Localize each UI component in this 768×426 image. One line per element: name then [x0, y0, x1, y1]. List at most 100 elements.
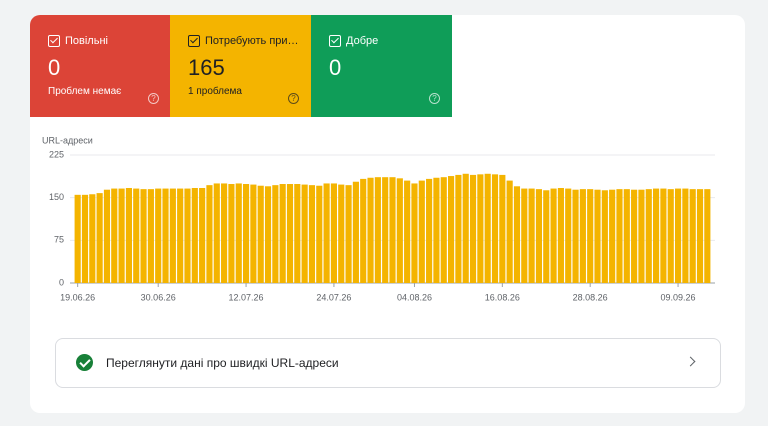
bar — [360, 178, 367, 283]
bar — [345, 185, 352, 283]
bar — [579, 189, 586, 283]
bar — [645, 189, 652, 283]
x-tick-label: 24.07.26 — [316, 292, 351, 302]
bar — [81, 194, 89, 283]
bar — [594, 189, 601, 283]
y-tick-label: 0 — [59, 277, 64, 287]
bar — [404, 180, 411, 283]
bar — [418, 180, 425, 283]
bar — [177, 188, 184, 283]
bar — [696, 189, 704, 283]
tile-needs-improvement[interactable]: Потребують при… 165 1 проблема ? — [170, 15, 311, 117]
bar — [125, 187, 132, 283]
bar — [272, 185, 279, 283]
bar — [572, 189, 579, 283]
bar — [316, 185, 323, 283]
x-tick-label: 12.07.26 — [229, 292, 264, 302]
bar — [660, 188, 667, 283]
bar — [499, 174, 506, 283]
bar — [96, 193, 103, 283]
bar — [133, 188, 140, 283]
checkbox[interactable] — [48, 35, 60, 47]
bar — [352, 181, 359, 283]
bar — [477, 174, 484, 283]
bar — [667, 189, 674, 283]
x-tick-label: 16.08.26 — [485, 292, 520, 302]
bar — [689, 189, 696, 283]
bar — [294, 184, 301, 283]
bar — [221, 183, 228, 283]
fast-urls-link[interactable]: Переглянути дані про швидкі URL-адреси — [55, 338, 721, 388]
bar — [653, 188, 660, 283]
y-tick-label: 75 — [54, 235, 64, 245]
bar — [609, 189, 616, 283]
bar — [557, 187, 564, 283]
bar — [367, 177, 374, 283]
bar — [513, 186, 521, 283]
tile-label: Потребують при… — [205, 35, 299, 47]
bar — [674, 188, 682, 283]
bar — [462, 173, 469, 283]
bar — [543, 190, 550, 283]
bar — [206, 185, 213, 283]
bar — [228, 184, 235, 283]
tile-subtitle: 1 проблема — [188, 86, 242, 97]
help-icon[interactable]: ? — [288, 93, 299, 104]
bar — [338, 184, 345, 283]
x-tick-label: 04.08.26 — [397, 292, 432, 302]
y-tick-label: 225 — [49, 149, 64, 159]
bar — [199, 187, 206, 283]
tile-value: 0 — [329, 55, 342, 80]
bar — [286, 184, 294, 283]
bar — [535, 189, 543, 283]
x-tick-label: 19.06.26 — [60, 292, 95, 302]
tile-good[interactable]: Добре 0 ? — [311, 15, 452, 117]
x-tick-label: 09.09.26 — [661, 292, 696, 302]
checkbox[interactable] — [188, 35, 200, 47]
bar — [235, 183, 242, 283]
bar — [213, 183, 220, 283]
y-axis-label: URL-адреси — [42, 135, 93, 145]
bar — [250, 184, 257, 283]
bar — [491, 174, 499, 283]
bar — [111, 188, 118, 283]
bar — [279, 184, 286, 283]
bar — [264, 186, 272, 283]
check-icon — [76, 354, 93, 371]
bar — [447, 176, 455, 283]
bar — [140, 189, 147, 283]
tile-value: 0 — [48, 55, 61, 80]
bar — [469, 174, 477, 283]
tile-value: 165 — [188, 55, 225, 80]
bar — [74, 194, 81, 283]
bar — [147, 189, 154, 283]
bar — [162, 188, 169, 283]
bar — [169, 188, 176, 283]
help-icon[interactable]: ? — [148, 93, 159, 104]
bar — [440, 177, 447, 283]
link-text: Переглянути дані про швидкі URL-адреси — [106, 356, 339, 370]
bar — [623, 189, 630, 283]
bar — [587, 189, 594, 283]
bar — [323, 183, 330, 283]
bar — [330, 183, 338, 283]
x-tick-label: 28.08.26 — [573, 292, 608, 302]
y-tick-label: 150 — [49, 192, 64, 202]
help-icon[interactable]: ? — [429, 93, 440, 104]
bar — [550, 188, 557, 283]
tile-label: Повільні — [65, 35, 108, 47]
checkbox[interactable] — [329, 35, 341, 47]
bar — [484, 173, 491, 283]
bar — [528, 188, 535, 283]
bar — [411, 183, 418, 283]
tile-slow[interactable]: Повільні 0 Проблем немає ? — [30, 15, 171, 117]
bar — [455, 174, 462, 283]
bar — [426, 178, 433, 283]
bar — [184, 188, 191, 283]
bar — [396, 178, 403, 283]
bar — [242, 184, 250, 283]
bar — [191, 187, 198, 283]
bar — [118, 188, 125, 283]
report-card: Повільні 0 Проблем немає ? Потребують пр… — [30, 15, 745, 413]
